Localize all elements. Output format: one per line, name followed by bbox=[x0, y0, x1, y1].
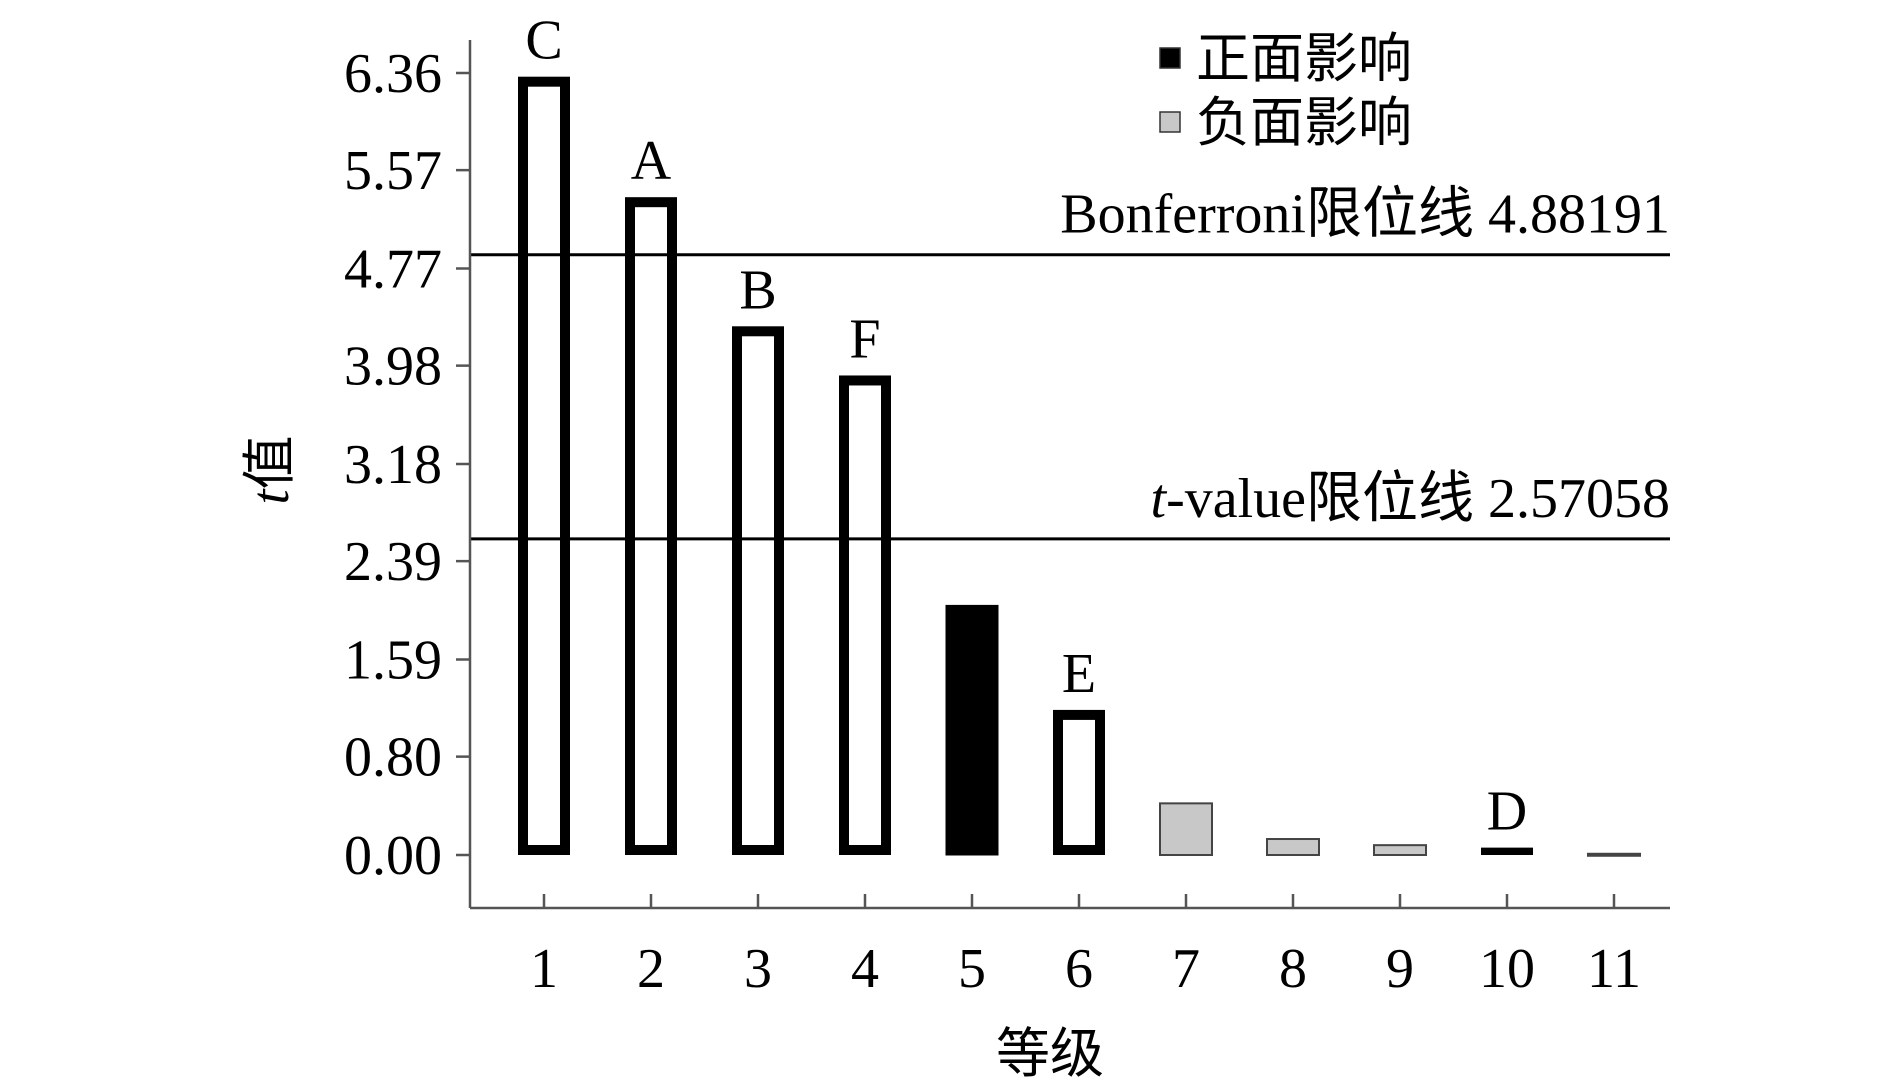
y-tick-label: 4.77 bbox=[344, 239, 442, 301]
y-tick-label: 0.00 bbox=[344, 825, 442, 887]
legend-label-positive: 正面影响 bbox=[1196, 27, 1412, 90]
bars-group: C A B F E D bbox=[518, 10, 1641, 857]
bar-4 bbox=[839, 375, 891, 855]
bar-6 bbox=[1053, 709, 1105, 855]
threshold-label-2: t-value限位线 2.57058 bbox=[1151, 468, 1670, 530]
bar-letter-D: D bbox=[1487, 781, 1527, 843]
bar-letter-A: A bbox=[631, 130, 672, 192]
bar-1 bbox=[518, 76, 570, 856]
bar-letter-C: C bbox=[525, 10, 562, 72]
x-tick-label: 8 bbox=[1279, 938, 1307, 1000]
y-tick-label: 6.36 bbox=[344, 43, 442, 105]
bar-2 bbox=[625, 197, 677, 855]
x-tick-label: 6 bbox=[1065, 938, 1093, 1000]
bar-11 bbox=[1587, 852, 1641, 857]
x-tick-label: 3 bbox=[744, 938, 772, 1000]
bar-5 bbox=[945, 604, 999, 856]
x-tick-label: 10 bbox=[1479, 938, 1535, 1000]
bar-10 bbox=[1481, 847, 1533, 855]
y-axis-title: t值 bbox=[238, 435, 301, 504]
y-tick-label: 3.18 bbox=[344, 434, 442, 496]
y-tick-label: 1.59 bbox=[344, 630, 442, 692]
threshold-lines: Bonferroni限位线 4.88191 t-value限位线 2.57058 bbox=[470, 184, 1670, 541]
x-tick-label: 9 bbox=[1386, 938, 1414, 1000]
y-tick-label: 5.57 bbox=[344, 140, 442, 202]
x-tick-label: 7 bbox=[1172, 938, 1200, 1000]
bar-8 bbox=[1266, 838, 1320, 857]
y-tick-label: 3.98 bbox=[344, 336, 442, 398]
bar-letter-F: F bbox=[849, 308, 880, 370]
legend-label-negative: 负面影响 bbox=[1196, 91, 1412, 154]
bar-7 bbox=[1159, 802, 1213, 857]
x-tick-label: 1 bbox=[530, 938, 558, 1000]
x-tick-label: 4 bbox=[851, 938, 879, 1000]
threshold-label-1: Bonferroni限位线 4.88191 bbox=[1060, 184, 1670, 246]
x-axis-title: 等级 bbox=[996, 1022, 1104, 1085]
x-tick-label: 11 bbox=[1587, 938, 1641, 1000]
y-tick-label: 2.39 bbox=[344, 531, 442, 593]
legend-swatch-negative bbox=[1159, 111, 1181, 133]
bar-3 bbox=[732, 326, 784, 855]
legend-swatch-positive bbox=[1159, 47, 1181, 69]
bar-9 bbox=[1373, 844, 1427, 856]
axes: 0.00 0.80 1.59 2.39 3.18 3.98 4.77 5.57 6.36 1 2 3 4… bbox=[238, 40, 1670, 1085]
y-tick-label: 0.80 bbox=[344, 727, 442, 789]
x-tick-label: 5 bbox=[958, 938, 986, 1000]
x-tick-label: 2 bbox=[637, 938, 665, 1000]
bar-letter-B: B bbox=[739, 259, 776, 321]
bar-letter-E: E bbox=[1062, 643, 1096, 705]
